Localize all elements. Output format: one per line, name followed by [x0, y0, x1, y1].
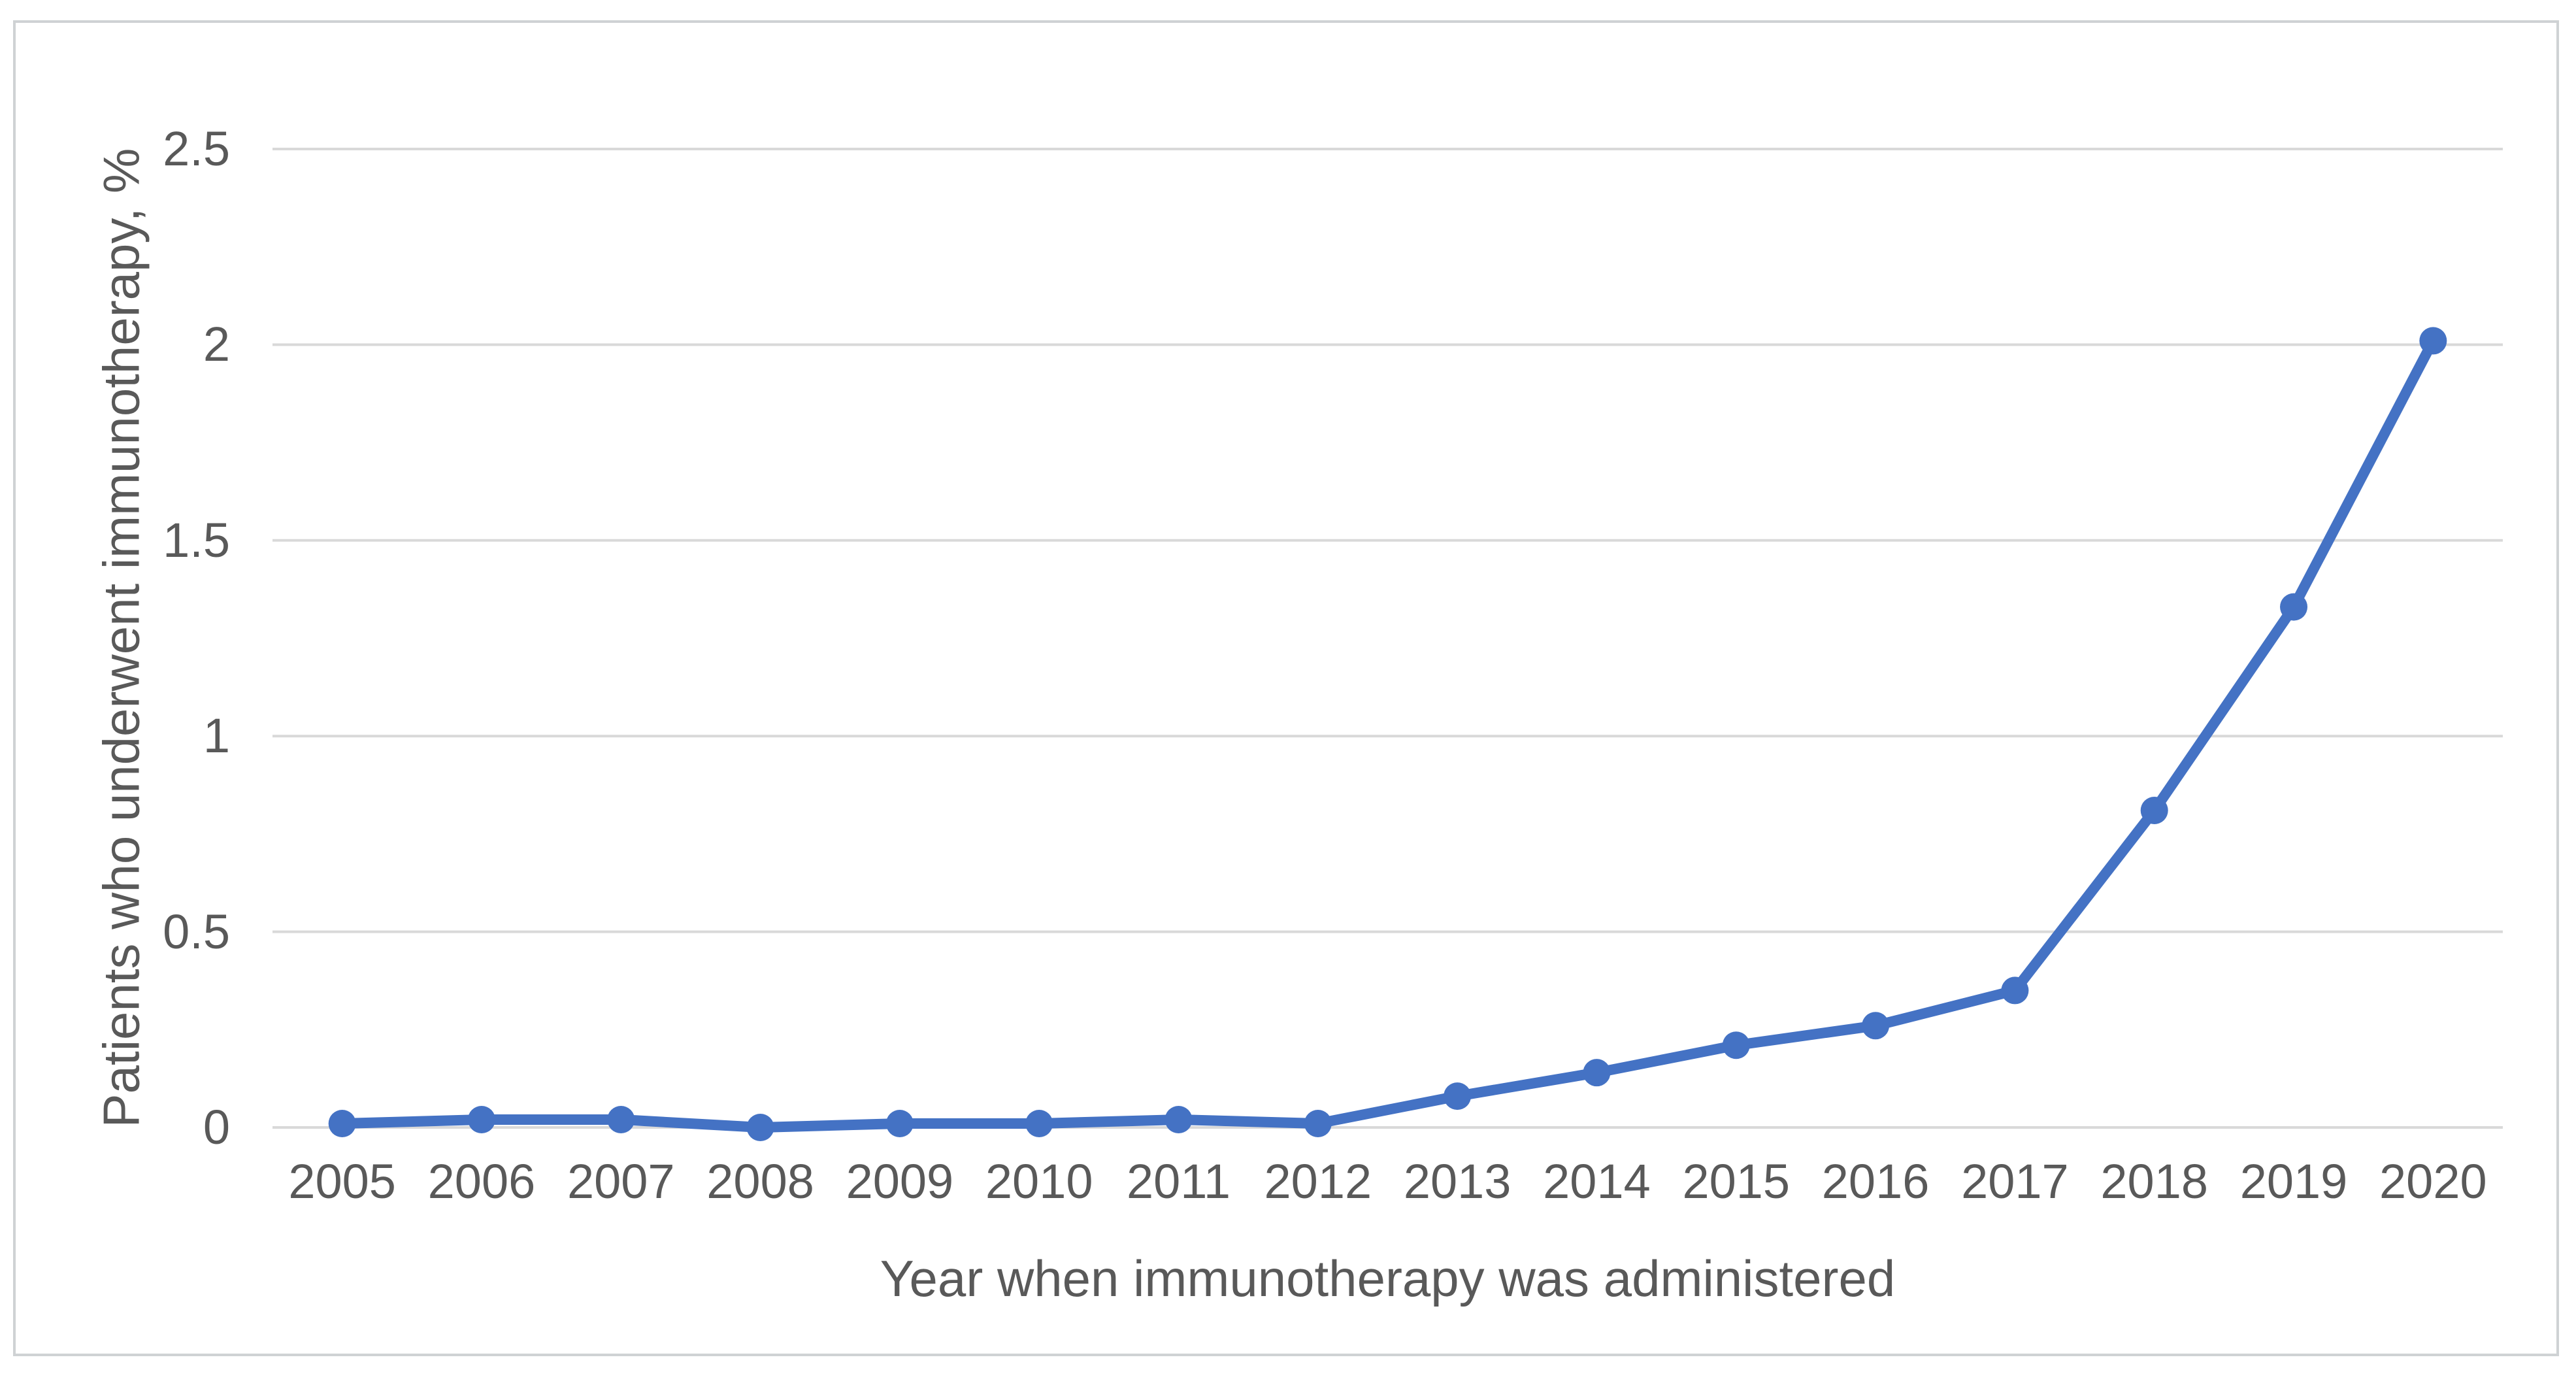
- x-tick-label: 2010: [985, 1154, 1093, 1208]
- data-point-marker: [1862, 1012, 1890, 1040]
- y-tick-label: 2: [203, 317, 230, 372]
- x-tick-label: 2005: [288, 1154, 396, 1208]
- y-tick-label: 1.5: [163, 512, 230, 567]
- series-line: [337, 335, 2439, 1133]
- gridlines: [272, 148, 2503, 1129]
- data-point-marker: [2419, 327, 2447, 355]
- data-point-marker: [467, 1106, 495, 1134]
- data-point-marker: [1025, 1110, 1053, 1138]
- y-axis-title: Patients who underwent immunotherapy, %: [92, 148, 150, 1128]
- data-point-marker: [1444, 1082, 1472, 1110]
- y-tick-label: 0.5: [163, 904, 230, 959]
- x-tick-label: 2017: [1961, 1154, 2069, 1208]
- x-tick-label: 2020: [2379, 1154, 2487, 1208]
- data-point-marker: [1304, 1110, 1332, 1138]
- series-group: [328, 327, 2447, 1141]
- data-point-marker: [2001, 976, 2029, 1005]
- x-tick-label: 2012: [1264, 1154, 1372, 1208]
- y-tick-label: 1: [203, 708, 230, 763]
- data-point-marker: [1583, 1059, 1611, 1087]
- x-tick-label: 2007: [567, 1154, 675, 1208]
- x-tick-label: 2006: [427, 1154, 536, 1208]
- figure-border: [13, 20, 2559, 1356]
- data-point-marker: [1164, 1106, 1193, 1134]
- x-tick-label: 2011: [1126, 1154, 1231, 1208]
- x-tick-label: 2015: [1682, 1154, 1791, 1208]
- data-point-marker: [1722, 1031, 1750, 1059]
- data-point-marker: [746, 1114, 774, 1141]
- x-axis-title: Year when immunotherapy was administered: [880, 1250, 1896, 1307]
- x-tick-label: 2009: [846, 1154, 954, 1208]
- data-point-marker: [885, 1110, 914, 1138]
- x-tick-label: 2019: [2239, 1154, 2348, 1208]
- x-tick-label: 2018: [2100, 1154, 2209, 1208]
- x-tick-label: 2013: [1403, 1154, 1511, 1208]
- x-tick-label: 2008: [706, 1154, 814, 1208]
- data-point-marker: [328, 1110, 356, 1138]
- x-tick-label: 2014: [1543, 1154, 1651, 1208]
- data-point-marker: [607, 1106, 635, 1134]
- data-point-marker: [2280, 593, 2308, 621]
- data-point-marker: [2140, 796, 2168, 824]
- y-tick-label: 0: [203, 1100, 230, 1154]
- y-tick-label: 2.5: [163, 122, 230, 176]
- x-tick-label: 2016: [1821, 1154, 1930, 1208]
